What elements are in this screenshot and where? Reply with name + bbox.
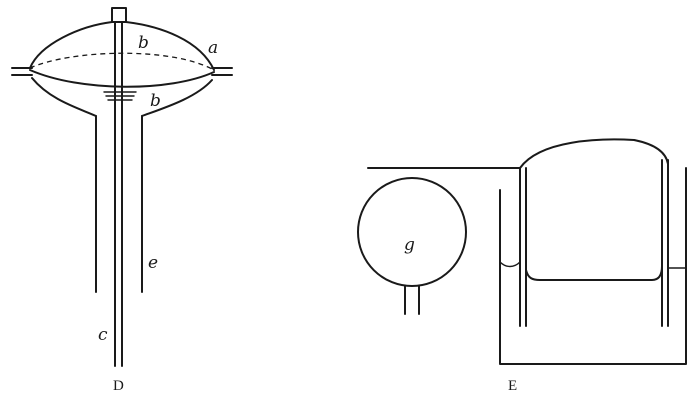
left-flange (11, 67, 33, 76)
bell-jar-dome (519, 138, 669, 169)
bell-jar-left-wall (519, 167, 527, 327)
right-flange (211, 67, 233, 76)
figure-e: g E (357, 138, 687, 394)
label-c: c (98, 325, 108, 345)
label-b-lower: b (150, 91, 161, 111)
tube-clamp (103, 91, 137, 101)
outer-stem (95, 115, 143, 293)
bulb-stem (404, 285, 420, 315)
bell-jar-right-wall (661, 159, 669, 327)
upper-dome (29, 21, 215, 71)
dashed-membrane (29, 52, 215, 71)
inner-liquid-level (525, 265, 663, 281)
label-e: e (148, 253, 158, 273)
caption-d: D (113, 378, 124, 394)
label-g: g (404, 235, 415, 255)
inner-membrane (29, 69, 215, 88)
caption-e: E (508, 378, 517, 394)
center-tube (114, 21, 123, 367)
top-neck (111, 7, 127, 23)
bulb-g (357, 177, 467, 287)
figure-d: b a b e c D (11, 7, 233, 394)
outer-tank (499, 167, 687, 365)
label-a: a (208, 38, 218, 58)
outer-liquid-left (499, 261, 521, 268)
lower-bowl (31, 77, 213, 117)
label-b-upper: b (138, 33, 149, 53)
